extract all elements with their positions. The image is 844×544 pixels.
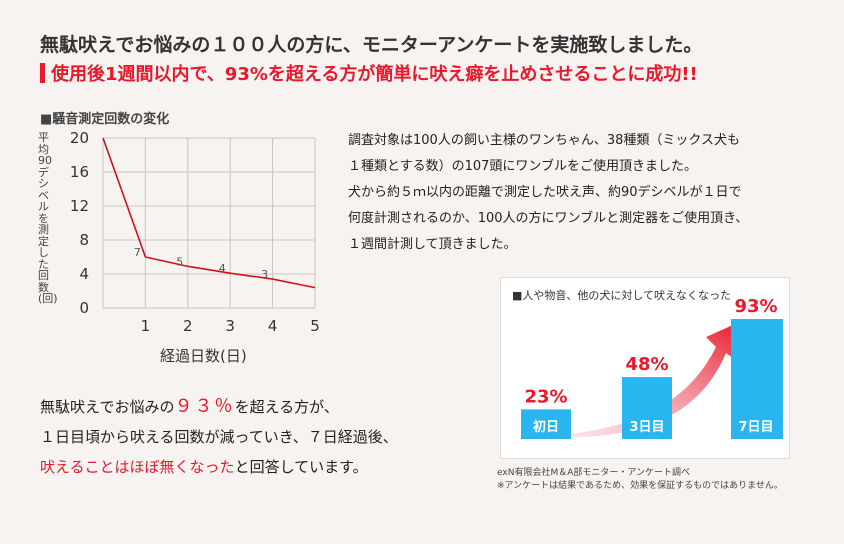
bar-category-label: 3日目 (629, 420, 664, 435)
summary-highlight: 吠えることはほぼ無くなった (40, 458, 235, 476)
survey-description: 調査対象は100人の飼い主様のワンちゃん、38種類（ミックス犬も １種類とする数… (348, 128, 828, 258)
line-chart-title: ■騒音測定回数の変化 (40, 112, 170, 127)
credit-source: exN有限会社M＆A部モニター・アンケート調べ (497, 468, 691, 478)
summary-line-3: 吠えることはほぼ無くなったと回答しています。 (40, 452, 460, 482)
point-label: 7 (134, 246, 141, 259)
summary-text: と回答しています。 (234, 458, 368, 476)
bar-value-label: 48% (625, 354, 668, 375)
x-tick-label: 2 (183, 317, 193, 335)
y-tick-label: 20 (70, 130, 89, 147)
point-label: 4 (219, 262, 226, 275)
summary-percent: ９３％ (174, 396, 235, 417)
line-series (102, 137, 316, 289)
credit-disclaimer: ※アンケートは結果であるため、効果を保証するものではありません。 (497, 481, 783, 491)
bar-category-label: 7日目 (738, 420, 773, 435)
page-subheading: 使用後1週間以内で、93%を超える方が簡単に吠え癖を止めさせることに成功!! (40, 60, 830, 86)
point-label: 5 (176, 255, 183, 268)
subheading-text: 使用後1週間以内で、93%を超える方が簡単に吠え癖を止めさせることに成功!! (51, 64, 698, 85)
subheading-accent-bar (40, 63, 45, 83)
line-chart-x-axis-label: 経過日数(日) (160, 347, 247, 365)
line-chart-y-axis-label: 平均90デシベルを測定した回数(回) (38, 131, 58, 305)
y-tick-label: 4 (79, 265, 89, 283)
survey-line: 犬から約５ｍ以内の距離で測定した吠え声、約90デシベルが１日で (348, 185, 742, 200)
y-tick-label: 12 (70, 197, 89, 215)
bar-chart-title: ■人や物音、他の犬に対して吠えなくなった (512, 289, 732, 302)
bar-value-label: 23% (524, 386, 567, 407)
y-tick-label: 8 (79, 231, 89, 249)
bar (731, 319, 783, 439)
survey-line: １種類とする数）の107頭にワンブルをご使用頂きました。 (348, 159, 698, 174)
survey-credit: exN有限会社M＆A部モニター・アンケート調べ ※アンケートは結果であるため、効… (497, 467, 783, 493)
bar (622, 377, 672, 439)
page-heading: 無駄吠えでお悩みの１００人の方に、モニターアンケートを実施致しました。 (40, 34, 703, 56)
x-tick-label: 1 (141, 317, 151, 335)
y-tick-label: 0 (79, 299, 89, 317)
bar-chart: 初日 23% 3日目 48% 7日目 93% (521, 296, 783, 439)
bar (521, 409, 571, 439)
x-tick-label: 4 (268, 317, 278, 335)
x-tick-label: 5 (310, 317, 320, 335)
survey-line: １週間計測して頂きました。 (348, 237, 517, 252)
summary-line-2: １日目頃から吠える回数が減っていき、７日経過後、 (40, 428, 398, 446)
bar-category-label: 初日 (533, 419, 559, 435)
x-tick-label: 3 (225, 317, 235, 335)
point-label: 3 (261, 268, 268, 281)
summary-text: 無駄吠えでお悩みの (40, 398, 175, 416)
result-summary: 無駄吠えでお悩みの９３％を超える方が、 １日目頃から吠える回数が減っていき、７日… (40, 392, 460, 482)
summary-line-1: 無駄吠えでお悩みの９３％を超える方が、 (40, 392, 460, 422)
survey-line: 調査対象は100人の飼い主様のワンちゃん、38種類（ミックス犬も (348, 133, 740, 148)
bar-value-label: 93% (734, 296, 777, 317)
survey-line: 何度計測されるのか、100人の方にワンブルと測定器をご使用頂き、 (348, 211, 749, 226)
summary-text: を超える方が、 (234, 398, 339, 416)
y-tick-label: 16 (70, 163, 89, 181)
